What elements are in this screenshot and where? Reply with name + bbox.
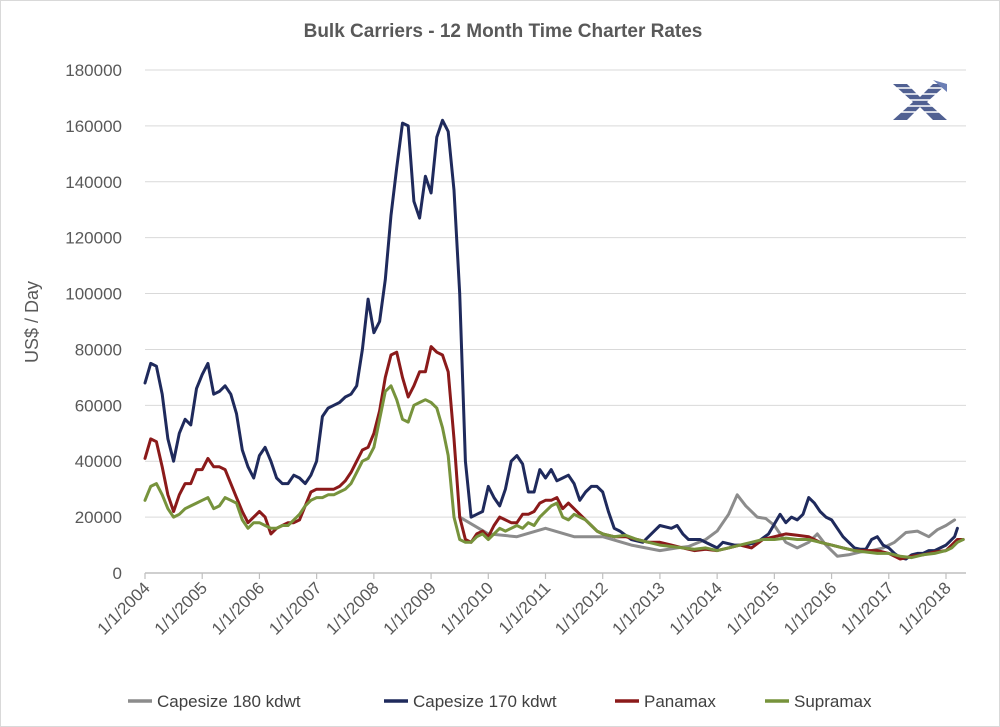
x-tick-label: 1/1/2017 (837, 578, 897, 638)
series-line-supramax (143, 384, 965, 560)
legend-label: Panamax (644, 692, 716, 711)
legend-label: Supramax (794, 692, 872, 711)
y-tick-label: 20000 (75, 508, 122, 527)
legend-label: Capesize 170 kdwt (413, 692, 557, 711)
y-tick-label: 120000 (65, 229, 122, 248)
x-tick-label: 1/1/2007 (265, 578, 325, 638)
legend-label: Capesize 180 kdwt (157, 692, 301, 711)
x-tick-label: 1/1/2015 (723, 578, 783, 638)
y-tick-label: 180000 (65, 61, 122, 80)
x-tick-label: 1/1/2004 (94, 578, 154, 638)
x-tick-label: 1/1/2008 (322, 578, 382, 638)
x-tick-label: 1/1/2005 (151, 578, 211, 638)
y-tick-label: 140000 (65, 173, 122, 192)
x-tick-label: 1/1/2006 (208, 578, 268, 638)
company-logo-icon (893, 80, 947, 120)
y-axis-tick-labels: 0 20000 40000 60000 80000 100000 120000 140000 1… (65, 61, 122, 583)
y-tick-label: 0 (113, 564, 122, 583)
x-tick-label: 1/1/2009 (380, 578, 440, 638)
y-tick-label: 40000 (75, 452, 122, 471)
y-tick-label: 80000 (75, 340, 122, 359)
y-axis-label: US$ / Day (22, 281, 42, 363)
x-tick-label: 1/1/2018 (895, 578, 955, 638)
x-tick-label: 1/1/2016 (780, 578, 840, 638)
legend: Capesize 180 kdwt Capesize 170 kdwt Panama… (128, 692, 872, 711)
series-line-capesize-170-kdwt (143, 118, 959, 561)
x-axis-tick-labels: 1/1/20041/1/20051/1/20061/1/20071/1/2008… (94, 573, 955, 639)
x-tick-label: 1/1/2014 (666, 578, 726, 638)
x-tick-label: 1/1/2011 (495, 578, 554, 637)
x-tick-label: 1/1/2013 (609, 578, 669, 638)
y-tick-label: 100000 (65, 285, 122, 304)
y-tick-label: 60000 (75, 396, 122, 415)
chart-title: Bulk Carriers - 12 Month Time Charter Ra… (304, 21, 703, 42)
x-tick-label: 1/1/2012 (551, 578, 611, 638)
gridlines (145, 69, 966, 518)
series-lines (143, 118, 965, 561)
x-tick-label: 1/1/2010 (437, 578, 497, 638)
y-tick-label: 160000 (65, 117, 122, 136)
